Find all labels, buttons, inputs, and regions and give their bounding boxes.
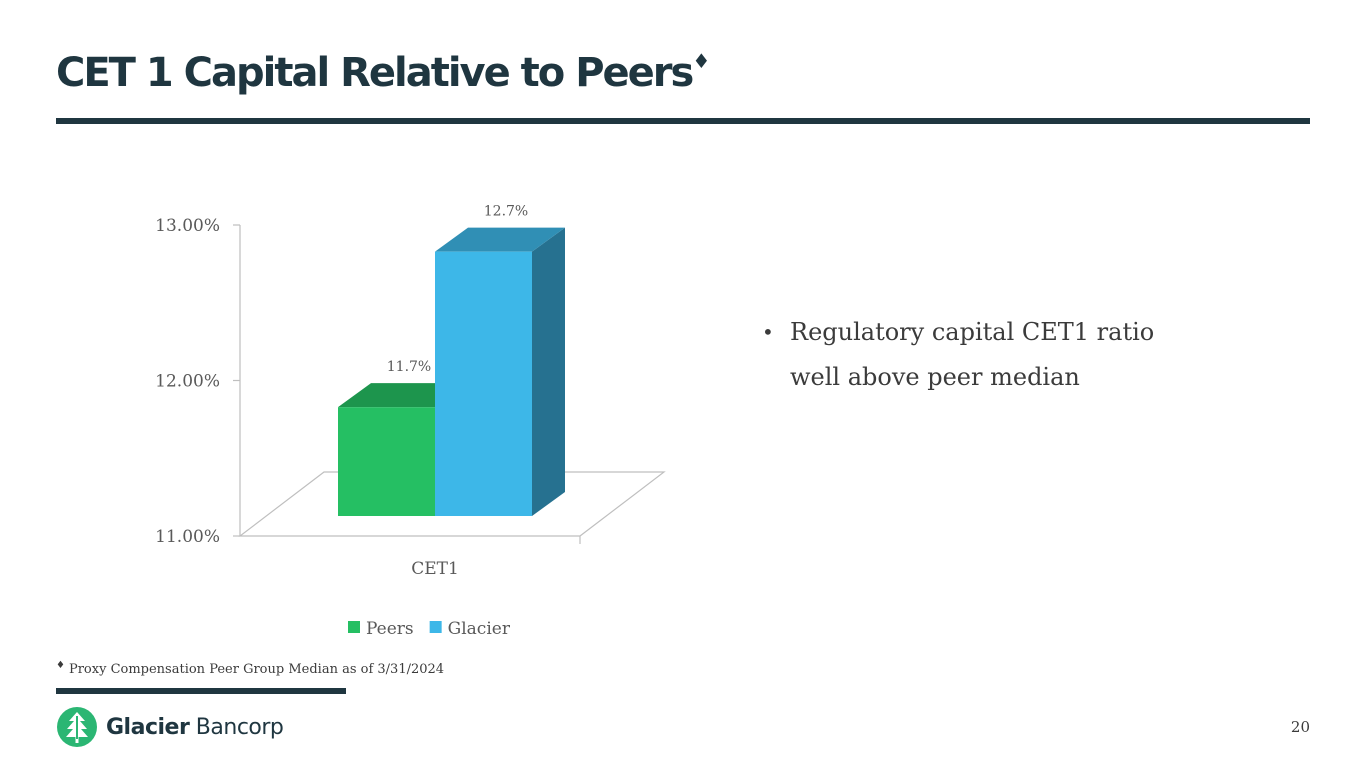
- legend-label-glacier: Glacier: [448, 619, 511, 639]
- bullet-text: Regulatory capital CET1 ratio well above…: [790, 318, 1155, 391]
- data-label-peers: 11.7%: [387, 359, 431, 375]
- bullet-point: • Regulatory capital CET1 ratio well abo…: [762, 310, 1192, 400]
- footnote: ♦ Proxy Compensation Peer Group Median as…: [56, 660, 445, 677]
- y-tick-label: 11.00%: [155, 527, 220, 547]
- y-tick-label: 13.00%: [155, 216, 220, 236]
- legend-label-peers: Peers: [366, 619, 414, 639]
- data-label-glacier: 12.7%: [484, 204, 528, 220]
- bar-top-face: [435, 227, 565, 252]
- bar-front-face: [338, 407, 435, 516]
- page-title-text: CET 1 Capital Relative to Peers: [56, 50, 694, 96]
- page-number: 20: [1290, 718, 1310, 736]
- title-divider: [56, 118, 1310, 124]
- bar-side-face: [532, 227, 565, 516]
- x-category-label: CET1: [411, 559, 459, 579]
- legend-swatch-peers: [348, 621, 360, 633]
- company-logo: Glacier Bancorp: [56, 706, 284, 748]
- bullet-marker: •: [762, 320, 774, 344]
- page-title: CET 1 Capital Relative to Peers♦: [56, 48, 711, 96]
- logo-wordmark: Glacier Bancorp: [106, 714, 284, 740]
- chart-floor: [238, 471, 666, 537]
- footnote-divider: [56, 688, 346, 694]
- logo-word-bancorp: Bancorp: [195, 714, 284, 740]
- legend-swatch-glacier: [429, 621, 442, 633]
- footnote-text: Proxy Compensation Peer Group Median as …: [68, 662, 445, 677]
- glacier-tree-logo-icon: [57, 707, 97, 747]
- bar-front-face: [435, 251, 532, 516]
- footnote-diamond-mark: ♦: [56, 660, 65, 671]
- logo-word-glacier: Glacier: [106, 714, 190, 740]
- y-tick-label: 12.00%: [155, 372, 220, 392]
- title-diamond-mark: ♦: [692, 48, 711, 73]
- bar-glacier: [435, 227, 565, 516]
